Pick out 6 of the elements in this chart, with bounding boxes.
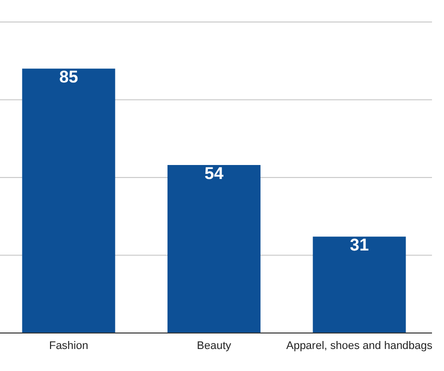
data-label: 31 [350, 236, 369, 255]
x-tick-label: Apparel, shoes and handbags [286, 340, 433, 352]
data-label: 85 [59, 68, 78, 87]
x-tick-label: Beauty [196, 340, 232, 352]
x-tick-label: Fashion [49, 340, 88, 352]
data-label: 54 [204, 164, 224, 184]
